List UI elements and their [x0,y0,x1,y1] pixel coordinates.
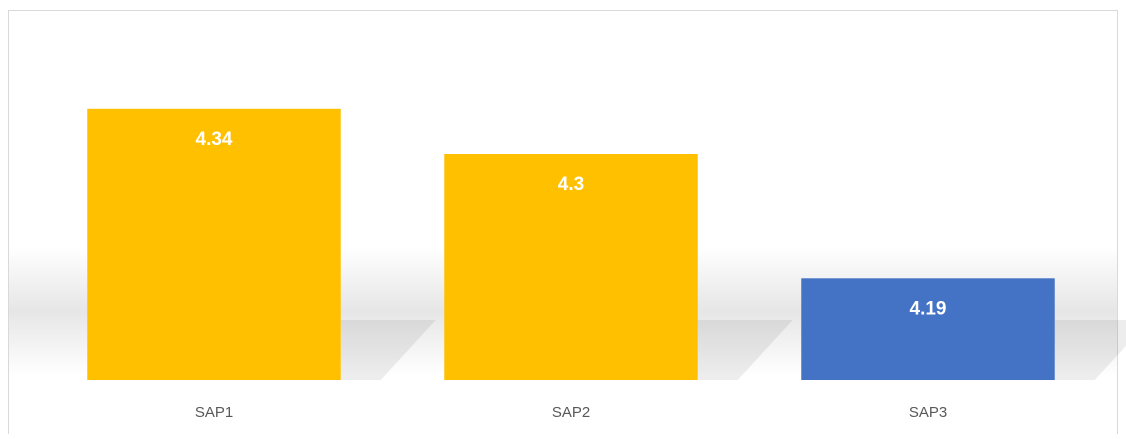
bar-shadow [1054,320,1126,380]
bar-shadow [697,320,793,380]
x-tick-label: SAP1 [195,404,233,421]
data-label: 4.3 [558,174,584,195]
bar [801,278,1055,380]
data-label: 4.34 [196,129,233,150]
bar-shadow [340,320,436,380]
bar [444,154,698,380]
x-tick-label: SAP3 [909,404,947,421]
x-tick-label: SAP2 [552,404,590,421]
bar [87,108,341,381]
data-label: 4.19 [910,298,947,319]
